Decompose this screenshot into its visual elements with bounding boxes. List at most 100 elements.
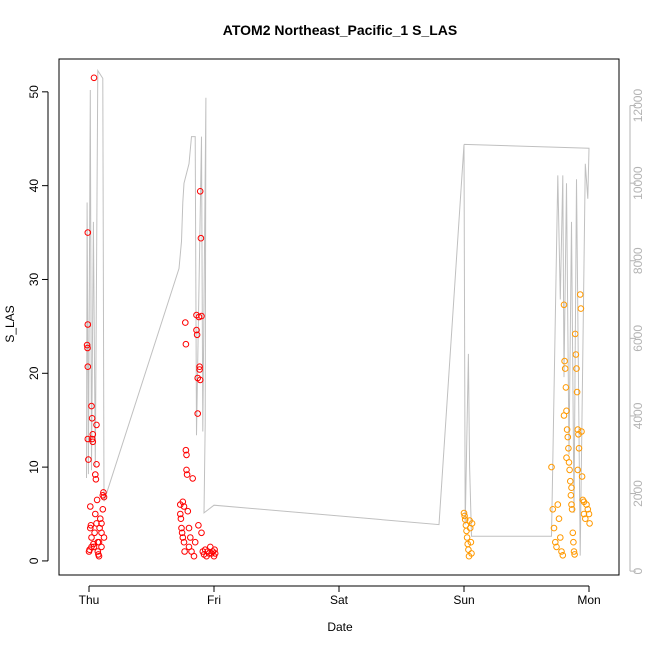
data-point	[563, 454, 570, 462]
data-point	[184, 507, 192, 515]
y2-tick-label: 10000	[631, 166, 645, 200]
data-point	[180, 503, 188, 510]
x-tick-label: Thu	[79, 593, 100, 607]
data-point	[91, 529, 98, 537]
data-point	[92, 471, 99, 478]
y2-tick-label: 4000	[631, 402, 645, 429]
data-point	[99, 506, 107, 513]
data-point	[560, 412, 568, 419]
data-point	[460, 509, 468, 517]
y2-tick-label: 2000	[631, 480, 645, 507]
data-point	[553, 543, 560, 551]
data-point	[571, 330, 579, 338]
data-point	[562, 384, 570, 391]
data-point	[87, 522, 95, 529]
data-point	[568, 501, 575, 508]
data-point	[83, 341, 91, 349]
data-point	[576, 291, 584, 298]
plot-frame	[58, 58, 620, 576]
y2-tick-label: 6000	[631, 325, 645, 352]
data-point	[100, 489, 107, 496]
data-point	[196, 188, 204, 195]
data-point	[93, 461, 100, 468]
data-point	[93, 520, 100, 527]
data-point	[194, 410, 201, 417]
data-point	[552, 538, 559, 546]
data-point	[182, 319, 189, 326]
data-point	[90, 74, 98, 82]
data-point	[584, 506, 592, 513]
data-point	[549, 506, 557, 513]
data-point	[193, 331, 201, 339]
data-point	[198, 529, 205, 537]
data-point	[84, 321, 92, 328]
data-point	[211, 550, 219, 557]
data-point	[185, 524, 193, 532]
data-point	[84, 363, 92, 371]
y-tick-label: 50	[27, 85, 41, 99]
data-point	[570, 538, 577, 546]
data-point	[180, 538, 188, 546]
x-tick-label: Fri	[207, 593, 221, 607]
data-point	[190, 552, 198, 560]
data-point	[178, 524, 185, 532]
data-point	[88, 415, 96, 422]
data-point	[196, 376, 204, 384]
data-point	[84, 229, 92, 236]
data-point	[550, 524, 558, 532]
data-point	[557, 534, 564, 541]
data-point	[179, 534, 187, 541]
data-point	[100, 493, 108, 501]
data-point	[85, 456, 92, 463]
data-point	[563, 426, 571, 433]
data-point	[87, 524, 94, 532]
data-point	[465, 546, 472, 554]
data-point	[558, 548, 565, 555]
data-point	[566, 466, 573, 474]
data-point	[463, 534, 471, 541]
data-point	[577, 305, 585, 312]
data-point	[179, 498, 187, 506]
data-point	[568, 506, 576, 513]
data-point	[205, 550, 213, 557]
data-point	[548, 463, 555, 471]
data-point	[90, 543, 98, 551]
data-point	[88, 435, 96, 443]
data-point	[578, 428, 585, 435]
y2-tick-label: 8000	[631, 247, 645, 274]
data-point	[571, 551, 578, 558]
data-point	[193, 326, 200, 334]
scatter-point-layer	[83, 74, 593, 560]
data-point	[92, 510, 99, 518]
y-tick-label: 30	[27, 272, 41, 286]
data-point	[97, 515, 104, 523]
data-point	[467, 538, 475, 546]
data-point	[88, 402, 95, 410]
data-point	[567, 492, 575, 499]
data-point	[461, 512, 468, 520]
data-point	[99, 492, 107, 499]
data-point	[94, 548, 102, 555]
y-tick-label: 10	[27, 460, 41, 474]
data-point	[88, 534, 95, 541]
data-point	[90, 540, 97, 548]
data-point	[569, 529, 577, 537]
data-point	[181, 548, 188, 555]
data-point	[93, 496, 101, 504]
data-point	[585, 510, 593, 518]
data-point	[177, 515, 185, 523]
data-point	[568, 484, 575, 492]
data-point	[177, 510, 184, 518]
data-point	[565, 445, 572, 452]
data-point	[98, 520, 105, 527]
data-point	[92, 476, 100, 483]
data-point	[560, 301, 568, 309]
x-tick-label: Sat	[330, 593, 349, 607]
data-point	[554, 501, 562, 508]
data-point	[89, 438, 97, 446]
y2-tick-label: 0	[631, 567, 645, 574]
data-point	[189, 475, 196, 482]
data-point	[582, 515, 589, 523]
data-point	[559, 552, 567, 559]
